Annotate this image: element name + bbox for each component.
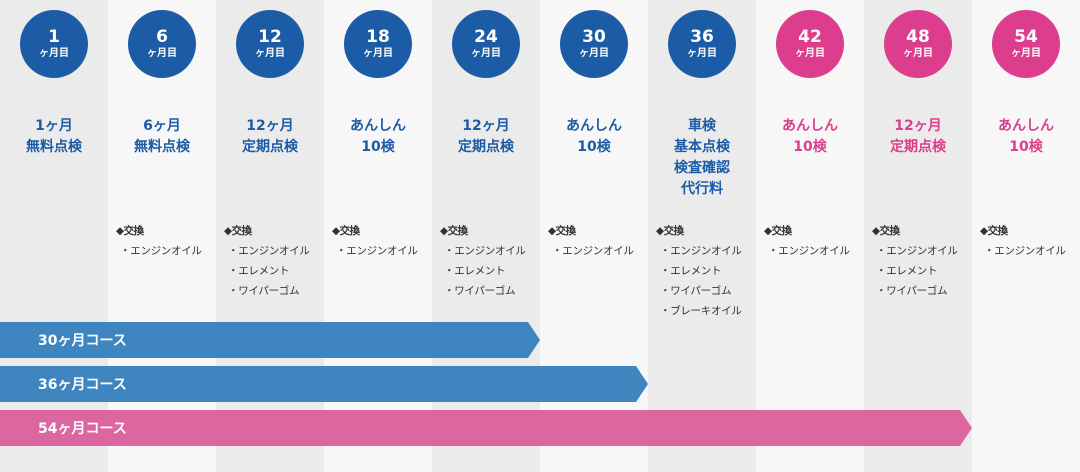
course-label: 30ヶ月コース: [38, 333, 127, 349]
month-number: 24: [474, 27, 498, 47]
exchange-heading: ◆交換: [872, 225, 900, 237]
exchange-list: ◆交換・エンジンオイル ・エレメント ・ワイパーゴム: [224, 221, 324, 301]
month-unit: ヶ月目: [687, 48, 717, 59]
schedule-column-54: 54 ヶ月目あんしん 10検 ◆交換・エンジンオイル: [972, 0, 1080, 472]
month-unit: ヶ月目: [471, 48, 501, 59]
exchange-item: ・ワイパーゴム: [876, 285, 948, 297]
month-number: 36: [690, 27, 714, 47]
exchange-list: ◆交換・エンジンオイル: [764, 221, 864, 261]
month-badge: 12 ヶ月目: [236, 10, 304, 78]
month-number: 1: [48, 27, 60, 47]
service-title: あんしん 10検: [350, 118, 406, 155]
course-bar-36: 36ヶ月コース: [0, 366, 648, 402]
exchange-list: ◆交換・エンジンオイル ・エレメント ・ワイパーゴム: [872, 221, 972, 301]
month-number: 42: [798, 27, 822, 47]
month-number: 30: [582, 27, 606, 47]
month-badge: 6 ヶ月目: [128, 10, 196, 78]
month-number: 48: [906, 27, 930, 47]
month-unit: ヶ月目: [579, 48, 609, 59]
month-badge: 18 ヶ月目: [344, 10, 412, 78]
month-number: 12: [258, 27, 282, 47]
exchange-item: ・エンジンオイル: [444, 245, 526, 257]
service-title: 車検 基本点検 検査確認 代行料: [674, 118, 730, 197]
exchange-list: ◆交換・エンジンオイル ・エレメント ・ワイパーゴム ・ブレーキオイル: [656, 221, 756, 321]
exchange-item: ・エンジンオイル: [228, 245, 310, 257]
schedule-column-42: 42 ヶ月目あんしん 10検 ◆交換・エンジンオイル: [756, 0, 864, 472]
month-badge: 48 ヶ月目: [884, 10, 952, 78]
exchange-heading: ◆交換: [440, 225, 468, 237]
month-badge: 24 ヶ月目: [452, 10, 520, 78]
exchange-heading: ◆交換: [548, 225, 576, 237]
month-number: 6: [156, 27, 168, 47]
service-title: 12ヶ月 定期点検: [890, 118, 946, 155]
course-bar-54: 54ヶ月コース: [0, 410, 972, 446]
exchange-heading: ◆交換: [332, 225, 360, 237]
exchange-heading: ◆交換: [764, 225, 792, 237]
service-title: 6ヶ月 無料点検: [134, 118, 190, 155]
exchange-list: ◆交換・エンジンオイル: [116, 221, 216, 261]
exchange-item: ・エレメント: [660, 265, 722, 277]
exchange-list: ◆交換・エンジンオイル: [980, 221, 1080, 261]
month-badge: 1 ヶ月目: [20, 10, 88, 78]
month-unit: ヶ月目: [255, 48, 285, 59]
month-badge: 30 ヶ月目: [560, 10, 628, 78]
exchange-item: ・エンジンオイル: [552, 245, 634, 257]
month-badge: 54 ヶ月目: [992, 10, 1060, 78]
month-unit: ヶ月目: [147, 48, 177, 59]
exchange-item: ・ワイパーゴム: [228, 285, 300, 297]
exchange-item: ・エンジンオイル: [660, 245, 742, 257]
exchange-item: ・ワイパーゴム: [660, 285, 732, 297]
month-badge: 42 ヶ月目: [776, 10, 844, 78]
schedule-column-36: 36 ヶ月目車検 基本点検 検査確認 代行料 ◆交換・エンジンオイル ・エレメント ・ワ…: [648, 0, 756, 472]
exchange-item: ・エンジンオイル: [336, 245, 418, 257]
service-title: 12ヶ月 定期点検: [458, 118, 514, 155]
exchange-item: ・エレメント: [228, 265, 290, 277]
exchange-list: ◆交換・エンジンオイル ・エレメント ・ワイパーゴム: [440, 221, 540, 301]
exchange-heading: ◆交換: [656, 225, 684, 237]
month-number: 18: [366, 27, 390, 47]
service-title: あんしん 10検: [782, 118, 838, 155]
exchange-item: ・エンジンオイル: [120, 245, 202, 257]
exchange-item: ・エンジンオイル: [984, 245, 1066, 257]
course-label: 54ヶ月コース: [38, 421, 127, 437]
month-unit: ヶ月目: [1011, 48, 1041, 59]
exchange-list: ◆交換・エンジンオイル: [548, 221, 648, 261]
month-unit: ヶ月目: [903, 48, 933, 59]
month-unit: ヶ月目: [39, 48, 69, 59]
exchange-heading: ◆交換: [116, 225, 144, 237]
exchange-item: ・エレメント: [444, 265, 506, 277]
exchange-heading: ◆交換: [224, 225, 252, 237]
course-label: 36ヶ月コース: [38, 377, 127, 393]
exchange-item: ・ブレーキオイル: [660, 305, 742, 317]
exchange-item: ・エレメント: [876, 265, 938, 277]
service-title: あんしん 10検: [998, 118, 1054, 155]
course-bar-30: 30ヶ月コース: [0, 322, 540, 358]
exchange-heading: ◆交換: [980, 225, 1008, 237]
service-title: あんしん 10検: [566, 118, 622, 155]
service-title: 1ヶ月 無料点検: [26, 118, 82, 155]
month-number: 54: [1014, 27, 1038, 47]
service-title: 12ヶ月 定期点検: [242, 118, 298, 155]
exchange-item: ・エンジンオイル: [768, 245, 850, 257]
schedule-column-48: 48 ヶ月目 12ヶ月 定期点検 ◆交換・エンジンオイル ・エレメント ・ワイパーゴム: [864, 0, 972, 472]
month-badge: 36 ヶ月目: [668, 10, 736, 78]
exchange-item: ・ワイパーゴム: [444, 285, 516, 297]
exchange-list: ◆交換・エンジンオイル: [332, 221, 432, 261]
month-unit: ヶ月目: [795, 48, 825, 59]
exchange-item: ・エンジンオイル: [876, 245, 958, 257]
month-unit: ヶ月目: [363, 48, 393, 59]
